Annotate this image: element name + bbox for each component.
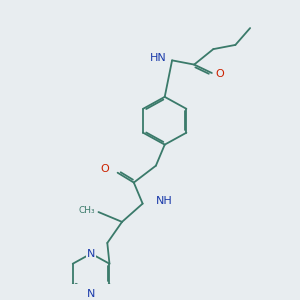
Text: N: N (87, 289, 95, 299)
Text: NH: NH (156, 196, 172, 206)
Text: CH₃: CH₃ (78, 206, 95, 215)
Text: N: N (87, 249, 95, 259)
Text: O: O (100, 164, 109, 173)
Text: O: O (216, 69, 224, 80)
Text: HN: HN (150, 52, 167, 63)
